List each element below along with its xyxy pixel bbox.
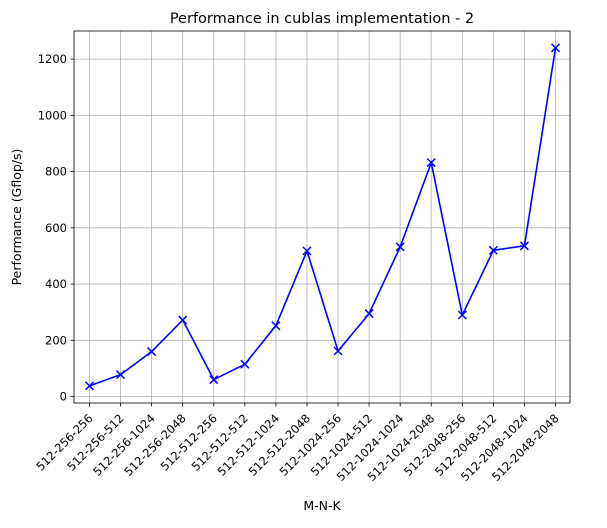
marker-stroke — [457, 310, 467, 320]
marker-stroke — [178, 315, 188, 325]
data-point-marker — [147, 347, 157, 357]
y-tick-label: 0 — [60, 390, 67, 404]
marker-stroke — [84, 381, 95, 391]
data-point-marker — [271, 321, 281, 331]
marker-stroke — [364, 309, 374, 319]
marker-stroke — [302, 246, 312, 256]
marker-stroke — [333, 346, 343, 356]
data-point-marker — [550, 43, 561, 53]
data-point-marker — [333, 346, 343, 356]
marker-stroke — [519, 241, 529, 251]
y-tick-label: 600 — [45, 221, 67, 235]
series-line — [89, 47, 557, 387]
y-tick-label: 400 — [45, 277, 67, 291]
data-point-marker — [209, 375, 219, 385]
marker-stroke — [271, 321, 281, 331]
marker-stroke — [395, 242, 405, 252]
ticks-layer: 512-256-256512-256-512512-256-1024512-25… — [33, 52, 561, 484]
data-point-marker — [302, 246, 312, 256]
marker-stroke — [240, 359, 250, 369]
y-tick-label: 200 — [45, 333, 67, 347]
y-tick-label: 800 — [45, 165, 67, 179]
y-tick-label: 1000 — [38, 108, 67, 122]
series-layer — [84, 43, 561, 391]
data-point-marker — [395, 242, 405, 252]
grid-layer — [74, 31, 570, 403]
data-point-marker — [488, 245, 498, 255]
marker-stroke — [209, 375, 219, 385]
data-point-marker — [457, 310, 467, 320]
data-point-marker — [116, 370, 126, 380]
marker-stroke — [116, 370, 126, 380]
marker-stroke — [488, 245, 498, 255]
y-tick-label: 1200 — [38, 52, 67, 66]
marker-stroke — [147, 347, 157, 357]
data-point-marker — [426, 158, 436, 168]
y-axis-label: Performance (Gflop/s) — [9, 149, 24, 286]
data-point-marker — [178, 315, 188, 325]
data-point-marker — [519, 241, 529, 251]
marker-stroke — [550, 43, 561, 53]
chart-title: Performance in cublas implementation - 2 — [170, 11, 474, 27]
data-point-marker — [364, 309, 374, 319]
x-axis-label: M-N-K — [303, 498, 341, 513]
marker-stroke — [426, 158, 436, 168]
data-point-marker — [84, 381, 95, 391]
data-point-marker — [240, 359, 250, 369]
plot-frame — [73, 30, 571, 404]
